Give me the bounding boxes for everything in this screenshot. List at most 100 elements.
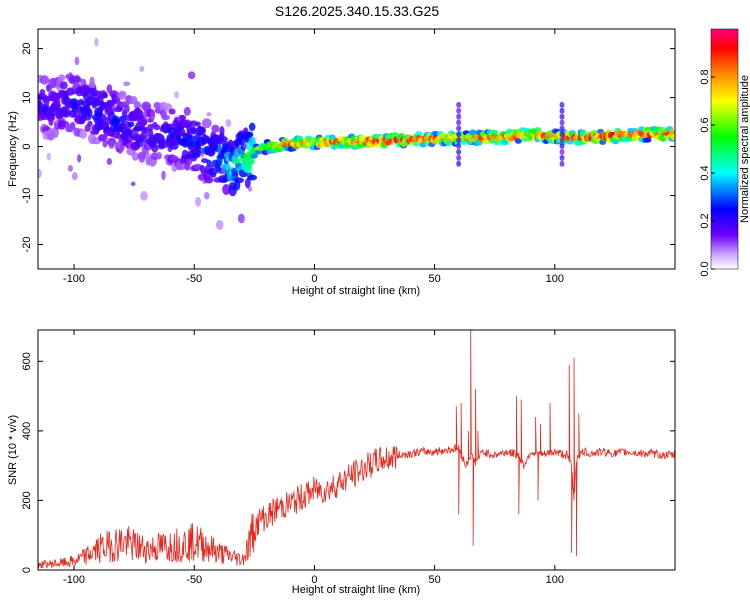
- heatmap-cell: [161, 114, 170, 121]
- heatmap-cell: [138, 153, 146, 163]
- colorbar-tick-label: 0.2: [699, 213, 711, 228]
- spectrogram-heatmap: [38, 37, 675, 230]
- heatmap-cell: [156, 151, 162, 160]
- spectrogram-frame: [37, 28, 676, 270]
- heatmap-cell: [140, 190, 148, 201]
- heatmap-cell: [490, 129, 498, 136]
- heatmap-cell: [58, 74, 66, 82]
- heatmap-cell: [102, 139, 108, 148]
- heatmap-cell: [151, 143, 159, 153]
- heatmap-cell: [111, 119, 121, 125]
- heatmap-cell: [415, 130, 423, 137]
- heatmap-cell: [61, 107, 72, 118]
- heatmap-cell: [147, 123, 154, 131]
- heatmap-cell: [559, 101, 565, 108]
- heatmap-cell: [225, 119, 232, 128]
- heatmap-cell: [46, 152, 51, 161]
- heatmap-cell: [469, 129, 477, 135]
- spectrogram-ylabel: Frequency (Hz): [7, 111, 19, 187]
- heatmap-cell: [201, 158, 209, 164]
- heatmap-cell: [135, 138, 144, 148]
- heatmap-cell: [87, 108, 93, 118]
- snr-frame: [37, 329, 676, 571]
- snr-xtick-label: 50: [428, 574, 440, 586]
- heatmap-cell: [247, 186, 253, 192]
- heatmap-cell: [183, 106, 191, 116]
- heatmap-cell: [67, 164, 73, 172]
- heatmap-cell: [234, 177, 244, 184]
- spectrogram-ytick-label: 0: [21, 143, 33, 149]
- spectrogram-xtick-label: 100: [546, 273, 564, 285]
- colorbar: 0.0 0.2 0.4 0.6 0.8 Normalized spectral ampl…: [699, 28, 750, 277]
- heatmap-cell: [54, 97, 61, 106]
- heatmap-cell: [219, 125, 225, 137]
- snr-panel: -100 -50 0 50 100 0 200 400 600 Height of straig…: [7, 329, 676, 596]
- heatmap-cell: [644, 137, 652, 143]
- spectrogram-ytick-label: -10: [21, 188, 33, 204]
- heatmap-cell: [456, 143, 462, 150]
- colorbar-tick-label: 0.0: [699, 261, 711, 276]
- heatmap-cell: [559, 119, 565, 126]
- heatmap-cell: [175, 163, 186, 171]
- heatmap-cell: [208, 167, 218, 176]
- heatmap-cell: [150, 109, 156, 121]
- snr-xtick-label: -100: [63, 574, 85, 586]
- heatmap-cell: [200, 152, 205, 158]
- heatmap-cell: [514, 138, 522, 144]
- colorbar-tick-label: 0.8: [699, 69, 711, 84]
- heatmap-cell: [198, 126, 207, 135]
- heatmap-cell: [220, 136, 228, 142]
- heatmap-cell: [108, 142, 115, 149]
- heatmap-cell: [174, 91, 179, 99]
- chart-title: S126.2025.340.15.33.G25: [275, 3, 439, 19]
- heatmap-cell: [222, 184, 231, 196]
- spectrogram-ytick-label: -20: [21, 237, 33, 253]
- heatmap-cell: [559, 154, 565, 161]
- heatmap-cell: [77, 154, 82, 163]
- heatmap-cell: [79, 129, 88, 139]
- heatmap-cell: [74, 56, 80, 66]
- heatmap-cell: [139, 66, 145, 72]
- snr-xlabel: Height of straight line (km): [292, 584, 420, 596]
- heatmap-cell: [244, 177, 251, 189]
- snr-series-line: [38, 330, 675, 569]
- heatmap-cell: [250, 153, 258, 159]
- heatmap-cell: [39, 75, 50, 85]
- heatmap-cell: [612, 138, 620, 145]
- heatmap-cell: [206, 112, 212, 117]
- heatmap-cell: [127, 121, 135, 128]
- heatmap-cell: [245, 159, 255, 166]
- heatmap-cell: [456, 101, 462, 108]
- heatmap-cell: [456, 137, 462, 144]
- snr-ytick-label: 600: [21, 352, 33, 370]
- spectrogram-xtick-label: -50: [186, 273, 202, 285]
- heatmap-cell: [69, 121, 76, 130]
- heatmap-cell: [131, 152, 139, 161]
- heatmap-cell: [123, 81, 131, 87]
- heatmap-cell: [559, 113, 565, 120]
- colorbar-gradient: [710, 28, 739, 270]
- heatmap-cell: [559, 143, 565, 150]
- heatmap-cell: [38, 168, 42, 179]
- heatmap-cell: [215, 219, 224, 230]
- heatmap-cell: [139, 131, 149, 141]
- spectrogram-xtick-label: -100: [63, 273, 85, 285]
- heatmap-cell: [195, 121, 201, 127]
- heatmap-cell: [153, 124, 161, 131]
- heatmap-cell: [130, 181, 136, 187]
- heatmap-cell: [87, 120, 93, 127]
- heatmap-cell: [72, 76, 82, 84]
- heatmap-cell: [246, 131, 254, 138]
- heatmap-cell: [456, 113, 462, 120]
- snr-ylabel: SNR (10 * v/v): [7, 415, 19, 485]
- heatmap-cell: [248, 122, 256, 132]
- snr-ticks: -100 -50 0 50 100 0 200 400 600: [21, 330, 675, 586]
- heatmap-cell: [158, 134, 164, 140]
- heatmap-cell: [98, 134, 108, 142]
- heatmap-cell: [456, 154, 462, 161]
- heatmap-cell: [201, 118, 212, 129]
- heatmap-cell: [106, 84, 113, 94]
